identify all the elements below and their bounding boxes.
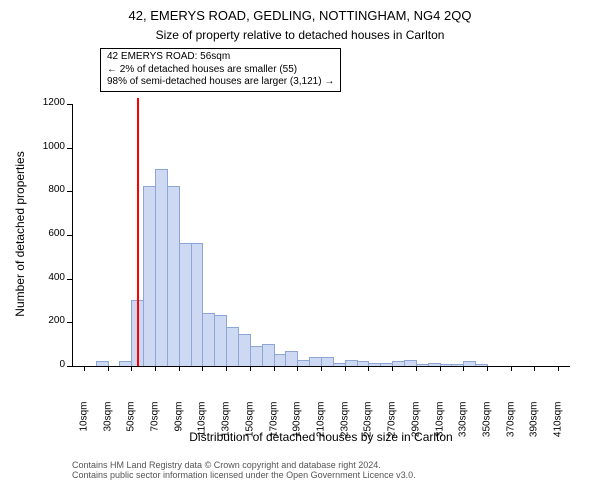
x-tick-label: 150sqm <box>244 402 255 452</box>
x-tick-label: 370sqm <box>505 402 516 452</box>
footer-line: Contains HM Land Registry data © Crown c… <box>72 460 416 470</box>
y-tick-label: 400 <box>27 272 65 283</box>
x-tick-label: 390sqm <box>529 402 540 452</box>
x-tick-mark <box>274 366 275 371</box>
y-tick-label: 1200 <box>27 97 65 108</box>
x-tick-label: 210sqm <box>316 402 327 452</box>
y-axis-line <box>72 104 73 366</box>
annotation-line: 98% of semi-detached houses are larger (… <box>107 76 334 89</box>
x-tick-label: 70sqm <box>150 402 161 452</box>
y-tick-mark <box>67 279 72 280</box>
x-tick-label: 10sqm <box>78 402 89 452</box>
x-tick-mark <box>250 366 251 371</box>
x-tick-label: 270sqm <box>387 402 398 452</box>
x-tick-label: 250sqm <box>363 402 374 452</box>
x-tick-label: 110sqm <box>197 402 208 452</box>
x-tick-mark <box>179 366 180 371</box>
y-tick-mark <box>67 366 72 367</box>
footer-line: Contains public sector information licen… <box>72 470 416 480</box>
x-tick-label: 130sqm <box>221 402 232 452</box>
x-tick-mark <box>155 366 156 371</box>
x-tick-mark <box>392 366 393 371</box>
y-tick-mark <box>67 104 72 105</box>
y-tick-label: 200 <box>27 315 65 326</box>
x-tick-label: 310sqm <box>434 402 445 452</box>
x-axis-label: Distribution of detached houses by size … <box>72 430 570 444</box>
marker-line <box>137 98 139 366</box>
x-tick-label: 230sqm <box>339 402 350 452</box>
x-tick-mark <box>511 366 512 371</box>
x-tick-mark <box>321 366 322 371</box>
x-tick-mark <box>108 366 109 371</box>
x-tick-label: 50sqm <box>126 402 137 452</box>
y-tick-mark <box>67 191 72 192</box>
x-tick-label: 330sqm <box>458 402 469 452</box>
x-tick-mark <box>131 366 132 371</box>
x-tick-mark <box>226 366 227 371</box>
x-tick-label: 30sqm <box>102 402 113 452</box>
x-tick-mark <box>440 366 441 371</box>
y-tick-label: 1000 <box>27 141 65 152</box>
x-tick-label: 170sqm <box>268 402 279 452</box>
x-tick-mark <box>534 366 535 371</box>
x-tick-label: 410sqm <box>553 402 564 452</box>
x-tick-mark <box>487 366 488 371</box>
x-tick-mark <box>558 366 559 371</box>
plot-area: 02004006008001000120010sqm30sqm50sqm70sq… <box>72 104 570 366</box>
x-tick-label: 190sqm <box>292 402 303 452</box>
x-tick-mark <box>202 366 203 371</box>
y-tick-label: 800 <box>27 184 65 195</box>
annotation-line: ← 2% of detached houses are smaller (55) <box>107 64 334 77</box>
y-tick-mark <box>67 235 72 236</box>
x-tick-mark <box>416 366 417 371</box>
annotation-box: 42 EMERYS ROAD: 56sqm← 2% of detached ho… <box>100 48 341 92</box>
footer-attribution: Contains HM Land Registry data © Crown c… <box>72 460 416 480</box>
x-tick-label: 90sqm <box>173 402 184 452</box>
x-tick-mark <box>368 366 369 371</box>
chart-title: 42, EMERYS ROAD, GEDLING, NOTTINGHAM, NG… <box>0 8 600 23</box>
y-tick-label: 600 <box>27 228 65 239</box>
x-tick-label: 350sqm <box>482 402 493 452</box>
x-tick-mark <box>345 366 346 371</box>
y-axis-label: Number of detached properties <box>13 103 27 365</box>
x-tick-mark <box>297 366 298 371</box>
x-tick-label: 290sqm <box>410 402 421 452</box>
y-tick-mark <box>67 322 72 323</box>
chart-subtitle: Size of property relative to detached ho… <box>0 28 600 42</box>
annotation-line: 42 EMERYS ROAD: 56sqm <box>107 51 334 64</box>
chart-container: 42, EMERYS ROAD, GEDLING, NOTTINGHAM, NG… <box>0 0 600 500</box>
x-tick-mark <box>463 366 464 371</box>
x-tick-mark <box>84 366 85 371</box>
y-tick-mark <box>67 148 72 149</box>
y-tick-label: 0 <box>27 359 65 370</box>
